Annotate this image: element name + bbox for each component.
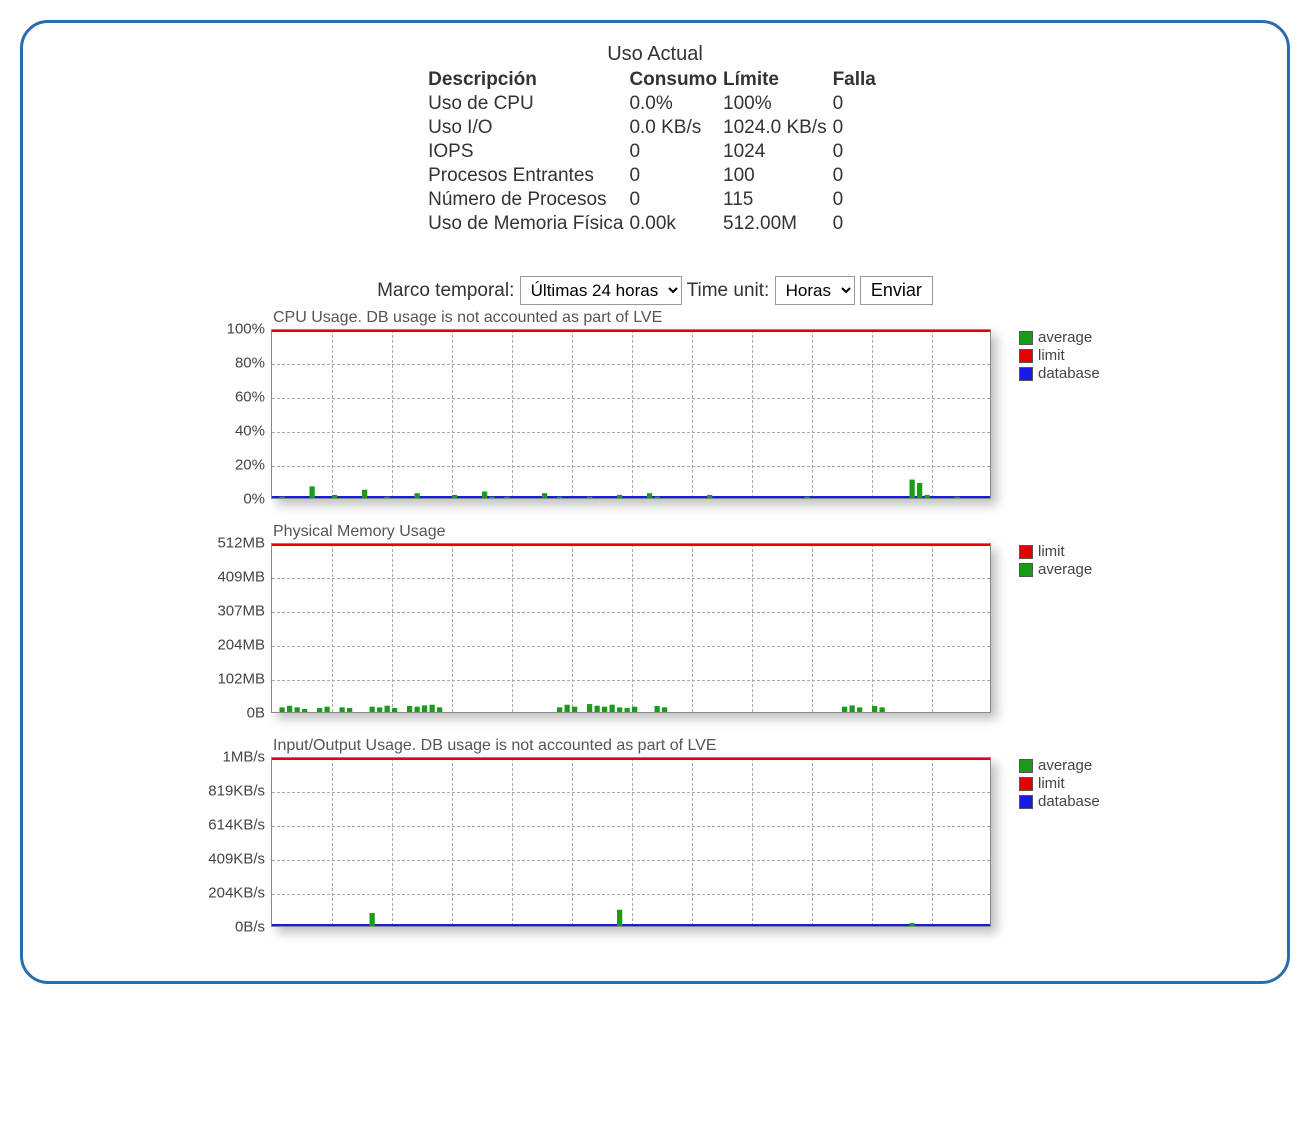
legend-swatch (1019, 545, 1033, 559)
usage-cell: Uso I/O (428, 116, 629, 140)
y-tick-label: 40% (235, 423, 265, 440)
chart-plot (271, 543, 991, 713)
legend-label: database (1038, 793, 1100, 810)
chart-legend: averagelimitdatabase (1019, 329, 1100, 383)
legend-label: average (1038, 757, 1092, 774)
controls-bar: Marco temporal: Últimas 24 horas Time un… (53, 276, 1257, 305)
legend-swatch (1019, 367, 1033, 381)
legend-label: average (1038, 329, 1092, 346)
y-tick-label: 20% (235, 457, 265, 474)
y-tick-label: 204MB (217, 637, 265, 654)
legend-item: limit (1019, 347, 1100, 364)
timeunit-select[interactable]: Horas (775, 276, 855, 305)
chart-legend: averagelimitdatabase (1019, 757, 1100, 811)
submit-button[interactable]: Enviar (860, 276, 933, 305)
legend-swatch (1019, 349, 1033, 363)
y-tick-label: 1MB/s (222, 749, 265, 766)
usage-title: Uso Actual (53, 43, 1257, 66)
usage-header: Consumo (629, 68, 723, 92)
y-tick-label: 0B/s (235, 919, 265, 936)
usage-cell: 0 (629, 140, 723, 164)
usage-cell: Procesos Entrantes (428, 164, 629, 188)
usage-cell: 100 (723, 164, 833, 188)
legend-swatch (1019, 777, 1033, 791)
y-tick-label: 0B (247, 705, 265, 722)
legend-label: limit (1038, 347, 1065, 364)
legend-label: limit (1038, 775, 1065, 792)
usage-cell: 0 (629, 164, 723, 188)
chart-cpu: CPU Usage. DB usage is not accounted as … (53, 309, 1257, 499)
usage-cell: Uso de CPU (428, 92, 629, 116)
usage-cell: 512.00M (723, 212, 833, 236)
legend-swatch (1019, 563, 1033, 577)
usage-cell: IOPS (428, 140, 629, 164)
usage-cell: 0.0 KB/s (629, 116, 723, 140)
chart-legend: limitaverage (1019, 543, 1092, 579)
legend-label: average (1038, 561, 1092, 578)
y-tick-label: 0% (243, 491, 265, 508)
table-row: Número de Procesos01150 (428, 188, 882, 212)
usage-cell: 0 (833, 116, 882, 140)
legend-item: average (1019, 561, 1092, 578)
legend-label: limit (1038, 543, 1065, 560)
table-row: Uso de Memoria Física0.00k512.00M0 (428, 212, 882, 236)
legend-swatch (1019, 795, 1033, 809)
usage-cell: 0.00k (629, 212, 723, 236)
y-tick-label: 204KB/s (208, 885, 265, 902)
y-tick-label: 409KB/s (208, 851, 265, 868)
table-row: Procesos Entrantes01000 (428, 164, 882, 188)
chart-plot (271, 757, 991, 927)
y-tick-label: 60% (235, 389, 265, 406)
usage-cell: 100% (723, 92, 833, 116)
usage-cell: 0 (833, 212, 882, 236)
legend-item: database (1019, 365, 1100, 382)
usage-header: Límite (723, 68, 833, 92)
usage-cell: Uso de Memoria Física (428, 212, 629, 236)
usage-cell: 0 (833, 140, 882, 164)
chart-title: Physical Memory Usage (273, 523, 1257, 541)
chart-title: CPU Usage. DB usage is not accounted as … (273, 309, 1257, 327)
y-tick-label: 80% (235, 355, 265, 372)
legend-label: database (1038, 365, 1100, 382)
table-row: IOPS010240 (428, 140, 882, 164)
y-tick-label: 307MB (217, 603, 265, 620)
legend-item: database (1019, 793, 1100, 810)
chart-io: Input/Output Usage. DB usage is not acco… (53, 737, 1257, 927)
usage-cell: 0.0% (629, 92, 723, 116)
timeframe-label: Marco temporal: (377, 280, 514, 301)
usage-cell: 1024.0 KB/s (723, 116, 833, 140)
usage-cell: 0 (833, 188, 882, 212)
legend-swatch (1019, 759, 1033, 773)
usage-cell: 115 (723, 188, 833, 212)
chart-title: Input/Output Usage. DB usage is not acco… (273, 737, 1257, 755)
legend-swatch (1019, 331, 1033, 345)
usage-cell: 0 (833, 92, 882, 116)
usage-cell: Número de Procesos (428, 188, 629, 212)
chart-mem: Physical Memory Usage 512MB 409MB 307MB 204M… (53, 523, 1257, 713)
legend-item: limit (1019, 543, 1092, 560)
y-tick-label: 100% (227, 321, 265, 338)
timeunit-label: Time unit: (687, 280, 770, 301)
usage-table: DescripciónConsumoLímiteFalla Uso de CPU… (428, 68, 882, 236)
table-row: Uso de CPU0.0%100%0 (428, 92, 882, 116)
y-tick-label: 512MB (217, 535, 265, 552)
y-tick-label: 102MB (217, 671, 265, 688)
legend-item: limit (1019, 775, 1100, 792)
timeframe-select[interactable]: Últimas 24 horas (520, 276, 682, 305)
usage-header: Falla (833, 68, 882, 92)
resource-usage-panel: Uso Actual DescripciónConsumoLímiteFalla… (20, 20, 1290, 984)
y-tick-label: 614KB/s (208, 817, 265, 834)
y-tick-label: 819KB/s (208, 783, 265, 800)
chart-plot (271, 329, 991, 499)
usage-header: Descripción (428, 68, 629, 92)
legend-item: average (1019, 757, 1100, 774)
legend-item: average (1019, 329, 1100, 346)
table-row: Uso I/O0.0 KB/s1024.0 KB/s0 (428, 116, 882, 140)
y-tick-label: 409MB (217, 569, 265, 586)
usage-cell: 1024 (723, 140, 833, 164)
usage-cell: 0 (629, 188, 723, 212)
usage-cell: 0 (833, 164, 882, 188)
